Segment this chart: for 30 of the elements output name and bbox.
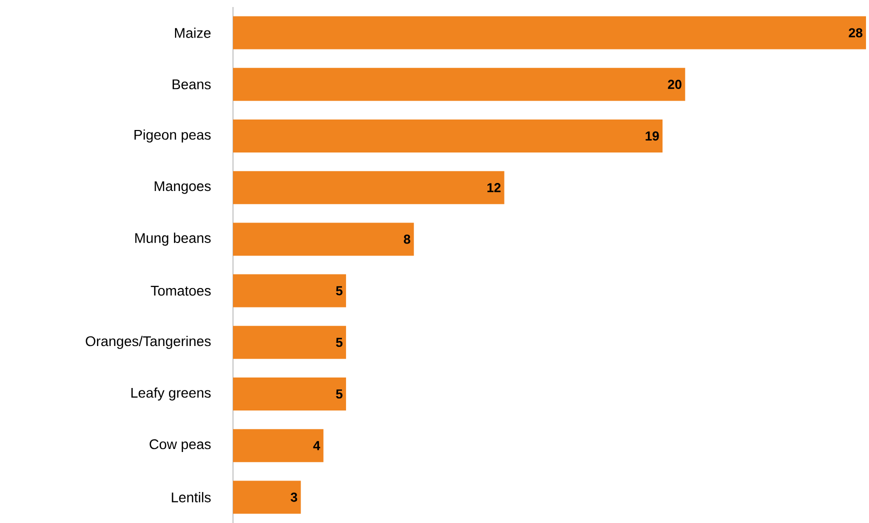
- y-tick-label: Cow peas: [150, 439, 211, 452]
- bar: [233, 120, 663, 152]
- y-tick-label: Mangoes: [154, 181, 211, 194]
- y-tick-label: Tomatoes: [150, 286, 211, 296]
- bar: [233, 16, 866, 50]
- y-tick-label: Lentils: [172, 492, 211, 502]
- data-label: 19: [646, 131, 659, 141]
- bar: [233, 429, 324, 462]
- data-label: 20: [668, 80, 682, 89]
- bar: [233, 480, 301, 514]
- bar: [233, 378, 346, 411]
- data-label: 5: [336, 389, 342, 399]
- y-tick-label: Leafy greens: [131, 387, 211, 401]
- data-label: 12: [487, 183, 501, 192]
- bar: [233, 68, 686, 101]
- y-tick-label: Oranges/Tangerines: [86, 336, 211, 349]
- bar: [233, 171, 504, 204]
- data-label: 3: [290, 492, 298, 502]
- y-tick-label: Mung beans: [135, 232, 211, 246]
- data-label: 5: [336, 338, 342, 347]
- y-tick-label: Pigeon peas: [134, 129, 211, 143]
- y-tick-label: Beans: [172, 80, 211, 90]
- data-label: 5: [336, 286, 342, 296]
- data-label: 8: [404, 234, 410, 244]
- y-tick-label: Maize: [175, 28, 211, 38]
- data-label: 28: [848, 28, 862, 38]
- data-label: 4: [313, 441, 320, 450]
- bar: [233, 274, 346, 308]
- bar: [233, 222, 414, 256]
- bar: [233, 326, 346, 359]
